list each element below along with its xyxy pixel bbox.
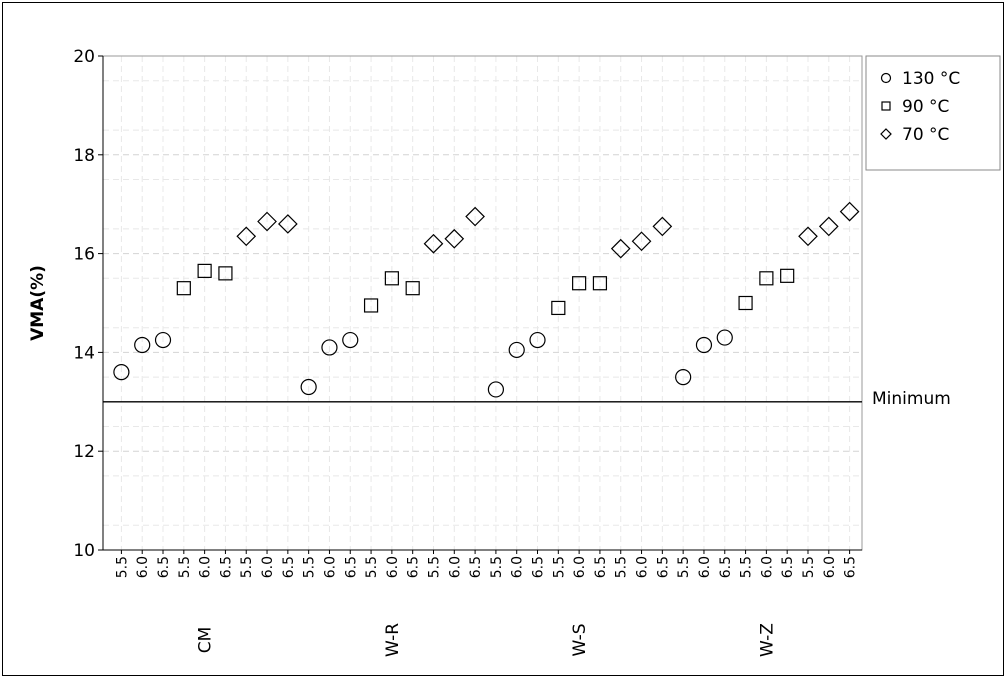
data-point-diamond [652, 216, 673, 237]
x-tick-label: 6.5 [780, 556, 796, 578]
data-point-square [363, 298, 379, 313]
group-label: W-S [570, 623, 590, 656]
x-tick-label: 5.5 [177, 556, 193, 578]
data-point-diamond [277, 214, 298, 234]
group-label: CM [196, 627, 216, 654]
x-tick-label: 5.5 [801, 556, 817, 578]
data-point-circle [321, 339, 338, 356]
x-tick-label: 6.5 [531, 556, 547, 578]
x-tick-label: 6.5 [843, 556, 859, 578]
data-point-diamond [465, 206, 485, 227]
data-point-diamond [444, 228, 465, 249]
data-point-square [759, 271, 774, 286]
data-point-circle [342, 331, 359, 349]
x-tick-label: 5.5 [489, 556, 505, 578]
data-point-square [738, 295, 753, 311]
x-tick-label: 6.0 [759, 556, 775, 578]
x-tick-label: 5.5 [739, 556, 755, 578]
x-tick-label: 6.0 [198, 556, 214, 578]
data-point-diamond [839, 201, 860, 222]
legend-diamond-marker [880, 128, 892, 140]
data-point-circle [113, 364, 130, 381]
y-tick-label: 12 [73, 442, 95, 462]
y-axis-label: VMA(%) [28, 265, 48, 341]
x-tick-label: 6.0 [135, 556, 151, 578]
x-tick-label: 6.5 [655, 556, 671, 578]
x-tick-label: 6.0 [697, 556, 713, 578]
x-tick-label: 6.5 [343, 556, 359, 578]
x-tick-label: 5.5 [364, 556, 380, 578]
data-point-circle [716, 329, 733, 346]
y-tick-label: 14 [73, 343, 95, 363]
data-point-circle [487, 381, 505, 398]
x-tick-label: 5.5 [302, 556, 318, 578]
x-tick-label: 5.5 [614, 556, 630, 578]
minimum-label: Minimum [872, 389, 951, 409]
data-point-square [592, 276, 608, 291]
data-point-circle [695, 336, 713, 354]
data-point-circle [134, 336, 151, 354]
data-point-square [405, 281, 420, 296]
y-tick-label: 10 [73, 541, 95, 561]
legend-label: 90 °C [902, 97, 949, 117]
x-tick-label: 5.5 [551, 556, 567, 578]
x-tick-label: 6.5 [718, 556, 734, 578]
data-point-diamond [236, 226, 257, 247]
data-point-diamond [798, 226, 818, 247]
x-tick-label: 6.5 [406, 556, 422, 578]
data-point-square [197, 263, 212, 278]
legend-label: 70 °C [902, 125, 949, 145]
x-tick-label: 5.5 [426, 556, 442, 578]
data-point-diamond [818, 216, 839, 237]
x-tick-label: 6.0 [572, 556, 588, 578]
x-tick-label: 6.5 [468, 556, 484, 578]
y-tick-label: 20 [73, 47, 95, 67]
data-point-circle [300, 378, 317, 396]
group-label: W-Z [757, 623, 777, 657]
legend-box [865, 55, 1001, 171]
x-tick-label: 6.0 [322, 556, 338, 578]
x-tick-label: 6.0 [822, 556, 838, 578]
legend-label: 130 °C [902, 69, 960, 89]
data-point-diamond [610, 238, 631, 259]
x-tick-label: 6.5 [593, 556, 609, 578]
data-point-square [218, 266, 233, 281]
x-tick-label: 5.5 [239, 556, 255, 578]
data-point-circle [675, 369, 692, 386]
x-tick-label: 6.0 [447, 556, 463, 578]
x-tick-label: 5.5 [676, 556, 692, 578]
x-tick-label: 5.5 [114, 556, 130, 578]
x-tick-label: 6.0 [635, 556, 651, 578]
x-tick-label: 6.0 [385, 556, 401, 578]
data-point-square [176, 281, 191, 296]
data-point-square [384, 271, 399, 286]
legend-square-marker [881, 101, 891, 111]
y-tick-label: 18 [73, 146, 95, 166]
data-point-diamond [257, 211, 277, 232]
data-point-diamond [423, 233, 444, 254]
x-tick-label: 6.0 [510, 556, 526, 578]
data-point-circle [529, 331, 546, 349]
x-tick-label: 6.5 [156, 556, 172, 578]
y-tick-label: 16 [73, 245, 95, 265]
data-point-diamond [631, 231, 652, 252]
legend-circle-marker [880, 72, 892, 84]
data-point-square [572, 276, 587, 291]
x-tick-label: 6.5 [218, 556, 234, 578]
group-label: W-R [383, 623, 403, 657]
data-point-square [780, 268, 795, 283]
data-point-circle [154, 331, 172, 349]
data-point-square [551, 300, 566, 316]
data-point-circle [508, 341, 525, 359]
x-tick-label: 6.0 [260, 556, 276, 578]
x-tick-label: 6.5 [281, 556, 297, 578]
